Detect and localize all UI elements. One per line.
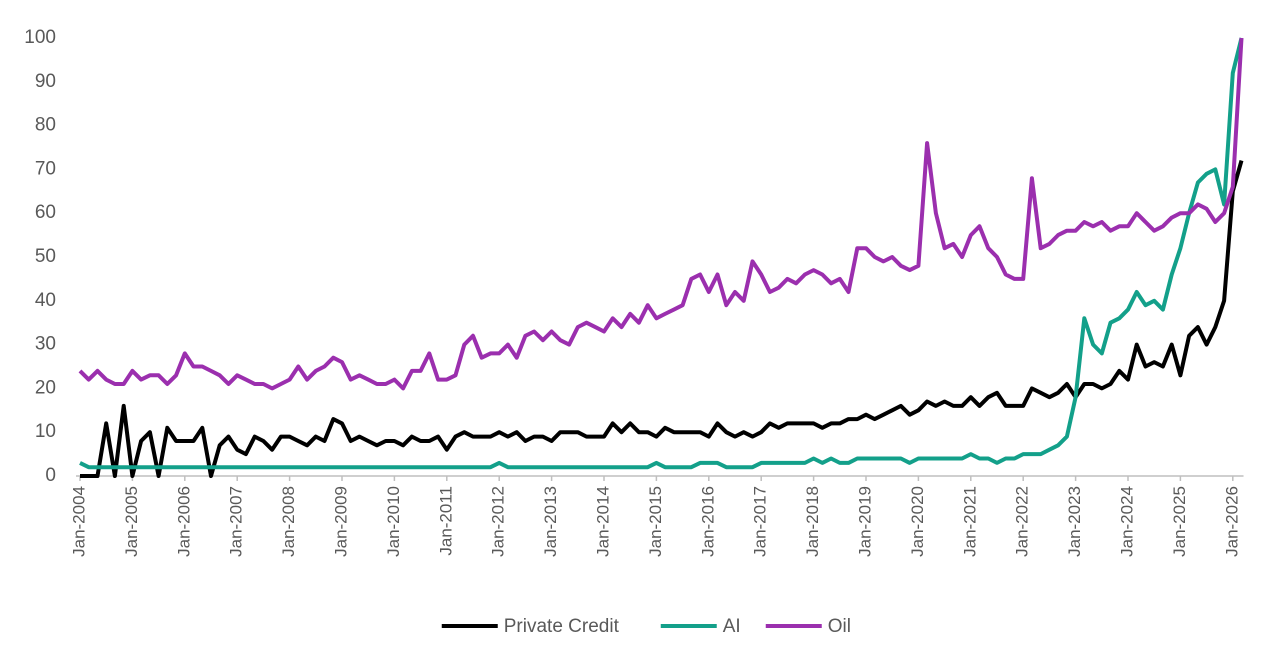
x-tick-label: Jan-2012 [489,486,508,557]
x-tick-label: Jan-2017 [751,486,770,557]
y-tick-label: 40 [35,290,56,311]
x-tick-label: Jan-2023 [1065,486,1084,557]
series-line [78,37,1244,391]
series-line [79,37,1244,470]
x-tick-label: Jan-2005 [122,486,141,557]
y-tick-label: 90 [35,71,56,92]
x-tick-label: Jan-2007 [227,486,246,557]
x-tick-label: Jan-2024 [1117,486,1136,557]
x-tick-label: Jan-2013 [541,486,560,557]
y-tick-label: 100 [24,27,56,48]
y-tick-label: 10 [35,421,56,442]
y-tick-label: 70 [35,158,56,179]
y-tick-label: 0 [45,465,56,486]
x-tick-label: Jan-2022 [1013,486,1032,557]
y-tick-label: 20 [35,377,56,398]
series-line [80,160,1244,478]
x-tick-label: Jan-2015 [646,486,665,557]
x-tick-label: Jan-2026 [1222,486,1241,557]
y-tick-label: 30 [35,334,56,355]
y-tick-label: 60 [35,202,56,223]
x-tick-label: Jan-2016 [698,486,717,557]
x-tick-label: Jan-2021 [960,486,979,557]
legend-label: Private Credit [504,616,620,637]
legend-label: AI [723,616,741,637]
x-tick-label: Jan-2025 [1170,486,1189,557]
y-tick-label: 50 [35,246,56,267]
x-tick-label: Jan-2004 [69,486,88,557]
y-tick-label: 80 [35,115,56,136]
legend-label: Oil [828,616,851,637]
x-tick-label: Jan-2014 [593,486,612,557]
x-tick-label: Jan-2010 [384,486,403,557]
x-tick-label: Jan-2019 [855,486,874,557]
x-tick-label: Jan-2020 [908,486,927,557]
x-tick-label: Jan-2008 [279,486,298,557]
x-tick-label: Jan-2011 [436,486,455,556]
x-tick-label: Jan-2006 [174,486,193,557]
x-tick-label: Jan-2009 [331,486,350,557]
x-tick-label: Jan-2018 [803,486,822,557]
